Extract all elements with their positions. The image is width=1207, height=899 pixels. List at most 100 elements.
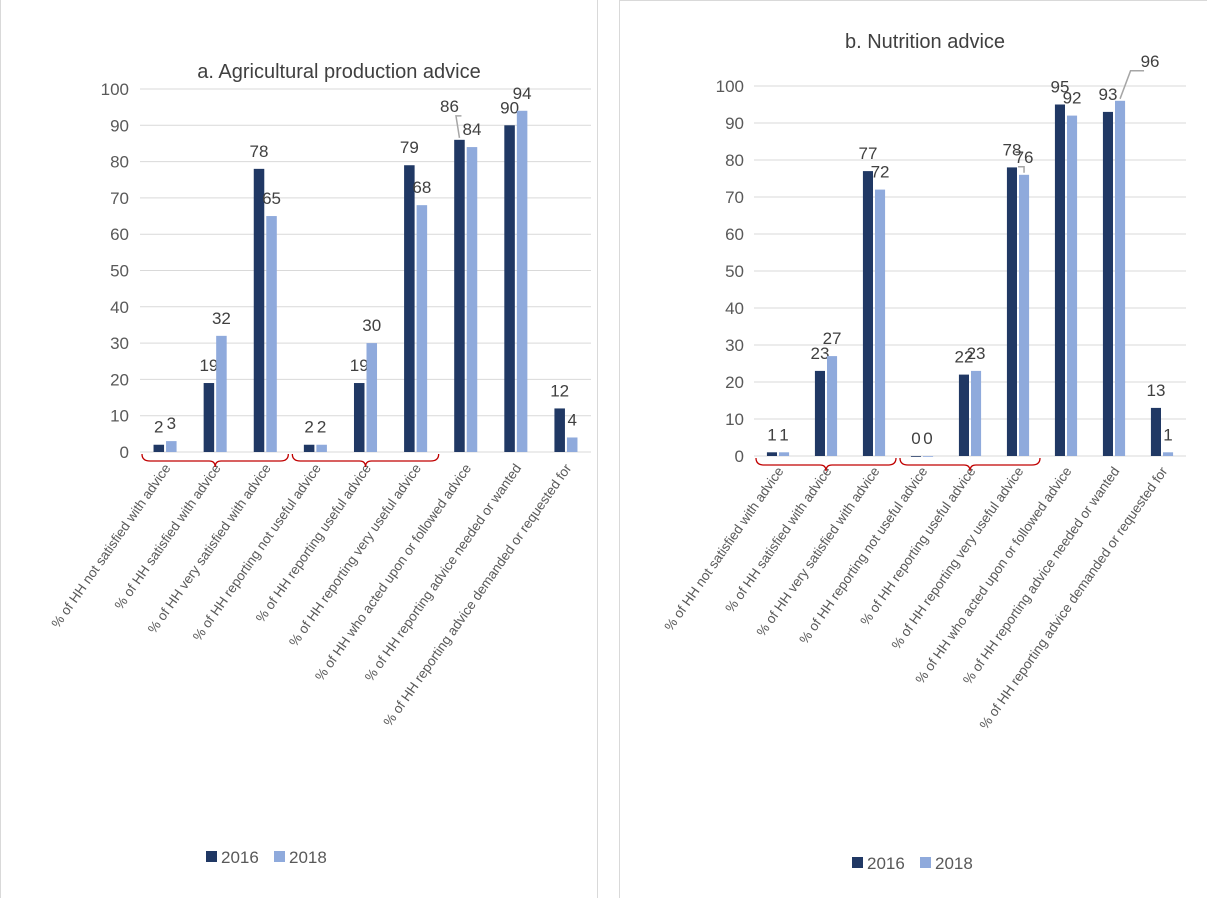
legend-swatch-2016 — [852, 857, 863, 868]
legend-label: 2018 — [289, 848, 327, 867]
data-label: 77 — [858, 144, 877, 163]
bar-2018 — [416, 205, 428, 452]
bar-2016 — [153, 444, 165, 452]
legend-swatch-2018 — [920, 857, 931, 868]
y-tick-label: 60 — [110, 225, 129, 244]
chart-nutrition-advice: b. Nutrition advice010203040506070809010… — [661, 31, 1186, 873]
bar-2018 — [827, 356, 838, 456]
y-tick-label: 60 — [725, 225, 744, 244]
data-label: 4 — [567, 410, 576, 429]
data-label: 1 — [1163, 425, 1172, 444]
bar-2016 — [253, 168, 265, 453]
y-tick-label: 20 — [725, 373, 744, 392]
bar-2016 — [504, 125, 515, 453]
data-label: 78 — [1002, 140, 1021, 159]
y-tick-label: 70 — [725, 188, 744, 207]
bar-2016 — [554, 408, 565, 452]
chart-panel-nutrition: b. Nutrition advice 0 10 20 30 40 50 60 70 80 90 10… — [619, 0, 1207, 898]
bar-2016 — [862, 171, 873, 456]
legend-label: 2016 — [867, 854, 905, 873]
bar-2018 — [875, 189, 886, 456]
data-label: 0 — [923, 429, 932, 448]
data-label: 23 — [810, 344, 829, 363]
y-tick-label: 80 — [110, 153, 129, 172]
y-tick-label: 40 — [725, 299, 744, 318]
bar-2018 — [1115, 100, 1126, 457]
bar-2018 — [366, 343, 378, 452]
chart-panel-agricultural: a. Agricultural production advice 0 10 20 30… — [0, 0, 598, 898]
y-tick-label: 40 — [110, 298, 129, 317]
y-tick-label: 20 — [110, 370, 129, 389]
bar-2016 — [1006, 167, 1017, 456]
y-tick-label: 80 — [725, 151, 744, 170]
y-tick-label: 10 — [110, 407, 129, 426]
bar-2018 — [566, 437, 578, 452]
bar-2018 — [971, 370, 982, 456]
data-label-leader — [1018, 166, 1025, 173]
y-tick-label: 100 — [716, 77, 744, 96]
bar-2018 — [516, 110, 528, 452]
data-label: 30 — [362, 316, 381, 335]
legend-swatch-2016 — [206, 851, 217, 862]
category-label: % of HH reporting advice demanded or req… — [380, 461, 574, 729]
data-label: 32 — [212, 309, 231, 328]
data-label-leader — [1119, 70, 1145, 100]
bar-2018 — [466, 147, 478, 452]
data-label: 76 — [1015, 148, 1034, 167]
y-tick-label: 100 — [101, 80, 129, 99]
y-tick-label: 30 — [725, 336, 744, 355]
data-label: 1 — [767, 425, 776, 444]
bar-2018 — [266, 216, 277, 452]
data-label: 2 — [317, 418, 326, 437]
data-label: 90 — [500, 98, 519, 117]
bar-2018 — [923, 456, 934, 457]
y-tick-label: 50 — [725, 262, 744, 281]
chart-agricultural-advice: a. Agricultural production advice 0 10 20 30… — [48, 61, 591, 867]
bar-2016 — [1150, 407, 1161, 456]
legend-label: 2018 — [935, 854, 973, 873]
bar-2016 — [203, 383, 215, 452]
data-label: 2 — [304, 418, 313, 437]
bar-2016 — [454, 139, 465, 452]
bar-2018 — [1067, 115, 1078, 456]
data-label: 92 — [1063, 89, 1082, 108]
data-label: 78 — [250, 142, 269, 161]
data-label: 19 — [199, 356, 218, 375]
group-brace — [141, 453, 289, 468]
bar-2016 — [766, 452, 777, 456]
data-label: 72 — [871, 163, 890, 182]
legend-swatch-2018 — [274, 851, 285, 862]
bar-2018 — [166, 441, 177, 452]
data-label-leader — [455, 115, 462, 138]
y-tick-label: 30 — [110, 334, 129, 353]
group-brace — [291, 453, 440, 468]
bar-2016 — [303, 444, 315, 452]
data-label: 2 — [154, 418, 163, 437]
y-tick-label: 90 — [725, 114, 744, 133]
y-tick-label: 50 — [110, 262, 129, 281]
bar-2016 — [1054, 104, 1065, 456]
group-brace — [899, 457, 1041, 472]
bar-2018 — [779, 452, 790, 456]
data-label: 79 — [400, 138, 419, 157]
y-tick-label: 70 — [110, 189, 129, 208]
legend-label: 2016 — [221, 848, 259, 867]
category-label: % of HH satisfied with advice — [111, 461, 223, 612]
y-tick-label: 0 — [735, 447, 744, 466]
data-label: 13 — [1146, 381, 1165, 400]
data-label: 27 — [823, 329, 842, 348]
data-label: 84 — [463, 120, 482, 139]
bar-2018 — [1019, 174, 1030, 457]
y-tick-label: 90 — [110, 116, 129, 135]
data-label: 96 — [1141, 52, 1160, 71]
data-label: 95 — [1050, 78, 1069, 97]
data-label: 94 — [513, 84, 532, 103]
chart-title: a. Agricultural production advice — [197, 61, 481, 83]
bar-2016 — [353, 383, 365, 452]
bar-2018 — [316, 444, 327, 452]
data-label: 19 — [350, 356, 369, 375]
y-tick-label: 10 — [725, 410, 744, 429]
bar-2016 — [910, 456, 921, 457]
bar-2018 — [216, 335, 227, 452]
data-label: 93 — [1098, 85, 1117, 104]
